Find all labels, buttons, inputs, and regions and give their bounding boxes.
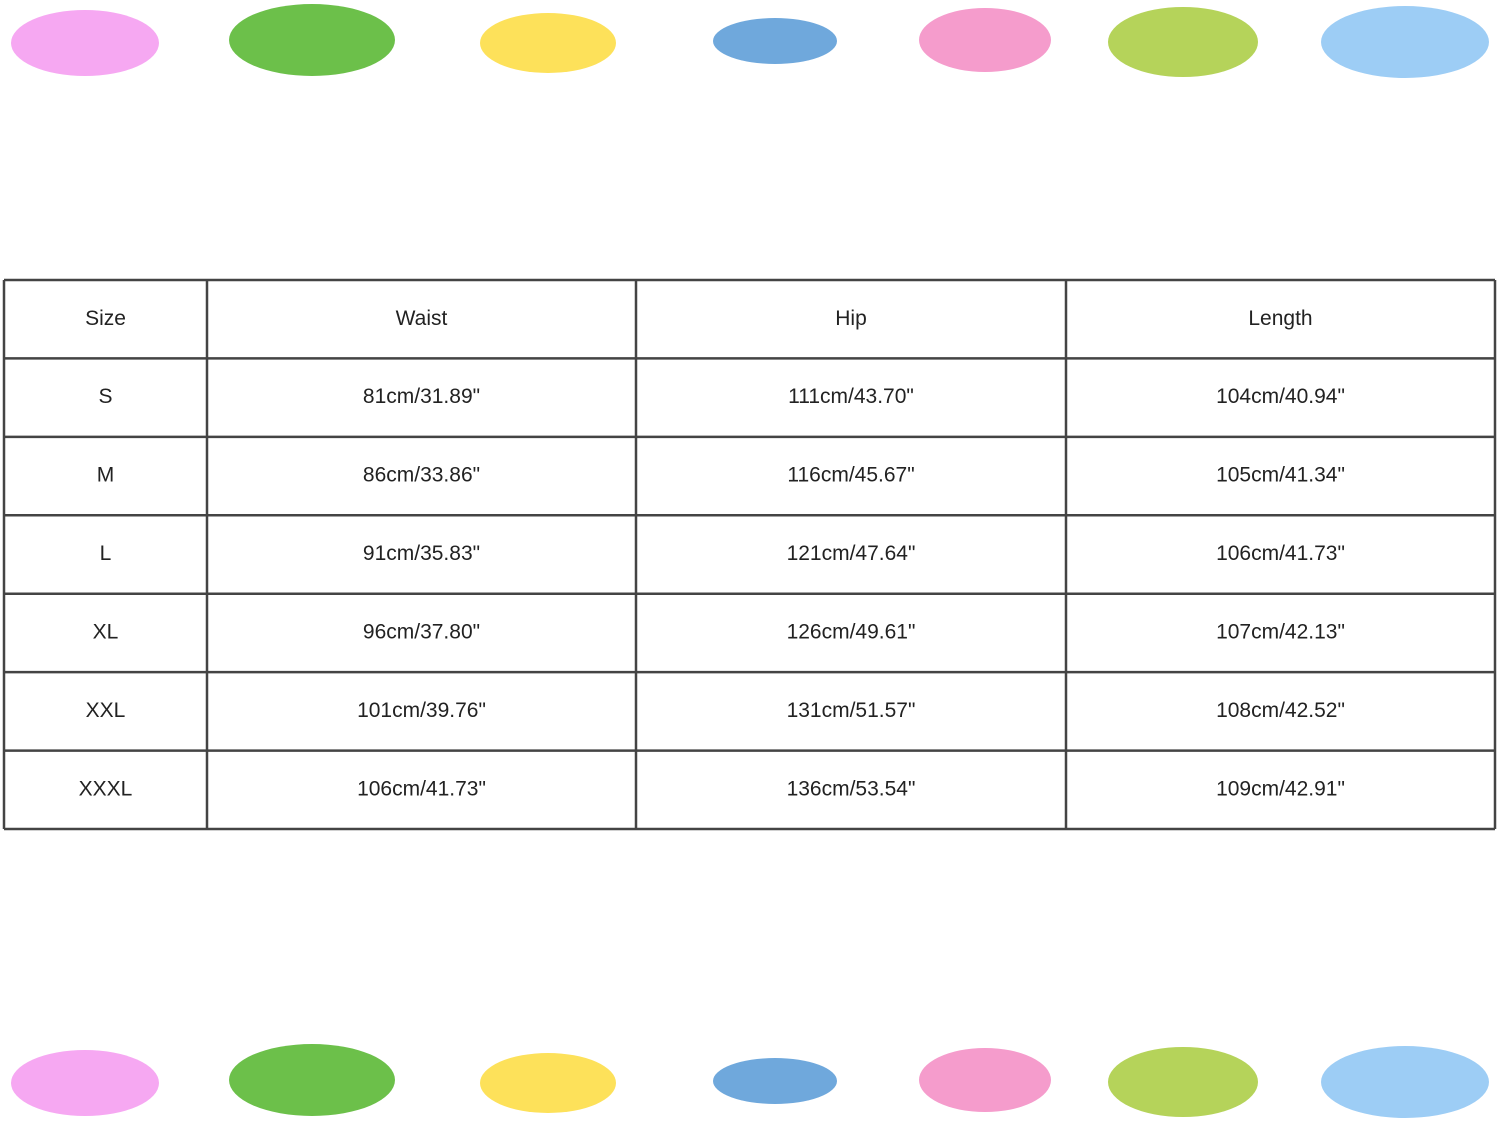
header-cell: Hip — [835, 307, 867, 330]
blob — [1321, 6, 1489, 78]
measurement-cell: 105cm/41.34" — [1216, 464, 1345, 487]
measurement-cell: 111cm/43.70" — [788, 385, 914, 408]
header-cell: Size — [85, 307, 126, 330]
size-cell: S — [98, 385, 112, 408]
blob — [229, 4, 395, 76]
top-decoration — [11, 4, 1489, 78]
measurement-cell: 106cm/41.73" — [357, 777, 486, 800]
blob — [1108, 7, 1258, 77]
measurement-cell: 107cm/42.13" — [1216, 620, 1345, 643]
blob — [480, 13, 616, 73]
measurement-cell: 96cm/37.80" — [363, 620, 480, 643]
measurement-cell: 116cm/45.67" — [787, 464, 914, 487]
measurement-cell: 106cm/41.73" — [1216, 542, 1345, 565]
blob — [11, 1050, 159, 1116]
blob — [11, 10, 159, 76]
measurement-cell: 101cm/39.76" — [357, 699, 486, 722]
measurement-cell: 136cm/53.54" — [787, 777, 916, 800]
blob — [480, 1053, 616, 1113]
measurement-cell: 91cm/35.83" — [363, 542, 480, 565]
measurement-cell: 108cm/42.52" — [1216, 699, 1345, 722]
size-cell: XXXL — [79, 777, 133, 800]
measurement-cell: 81cm/31.89" — [363, 385, 480, 408]
blob — [713, 18, 837, 64]
blob — [919, 1048, 1051, 1112]
blob — [919, 8, 1051, 72]
size-cell: M — [97, 464, 115, 487]
measurement-cell: 109cm/42.91" — [1216, 777, 1345, 800]
table: Size Waist Hip Length S 81cm/31.89" 111cm/43.7… — [79, 307, 1345, 801]
size-cell: XXL — [86, 699, 126, 722]
measurement-cell: 126cm/49.61" — [787, 620, 916, 643]
header-cell: Length — [1248, 307, 1312, 330]
header-cell: Waist — [396, 307, 448, 330]
blob — [1321, 1046, 1489, 1118]
measurement-cell: 121cm/47.64" — [787, 542, 916, 565]
table-grid — [2, 278, 1497, 831]
blob — [1108, 1047, 1258, 1117]
measurement-cell: 131cm/51.57" — [787, 699, 916, 722]
bottom-decoration — [11, 1044, 1489, 1118]
size-cell: L — [100, 542, 112, 565]
measurement-cell: 104cm/40.94" — [1216, 385, 1345, 408]
blob — [713, 1058, 837, 1104]
blob — [229, 1044, 395, 1116]
measurement-cell: 86cm/33.86" — [363, 464, 480, 487]
size-cell: XL — [93, 620, 119, 643]
